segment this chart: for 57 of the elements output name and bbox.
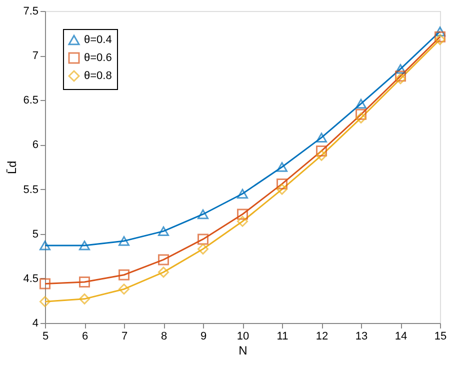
point: [158, 266, 169, 278]
x-axis-title: N: [238, 344, 248, 358]
point: [79, 293, 90, 304]
point: [40, 296, 50, 308]
point: [237, 188, 248, 199]
x-tick-label: 10: [236, 330, 250, 342]
point: [158, 226, 169, 236]
x-tick-label: 14: [394, 330, 408, 342]
y-axis-title: L̄d: [5, 160, 20, 174]
x-tick-label: 9: [200, 330, 207, 342]
point: [276, 184, 288, 195]
point: [356, 98, 366, 109]
point: [434, 34, 446, 46]
y-tick-label: 4: [32, 318, 38, 330]
point: [158, 254, 169, 266]
point: [395, 70, 406, 82]
y-tick-label: 4.5: [23, 272, 38, 285]
y-tick-label: 5.5: [23, 184, 38, 196]
x-tick-label: 6: [82, 330, 88, 342]
x-tick-label: 13: [355, 330, 368, 342]
y-tick-label: 5: [32, 228, 38, 240]
legend-label: θ=0.4: [84, 34, 112, 46]
point: [237, 208, 248, 220]
point: [276, 178, 288, 190]
point: [434, 26, 446, 36]
point: [316, 145, 327, 156]
x-tick-label: 7: [121, 330, 128, 342]
y-tick-label: 6.5: [23, 94, 38, 107]
legend-label: θ=0.8: [84, 70, 112, 82]
point: [198, 234, 208, 245]
point: [356, 112, 366, 124]
x-tick-label: 12: [316, 330, 328, 342]
point: [79, 240, 90, 250]
point: [79, 276, 90, 288]
point: [356, 108, 366, 120]
point: [316, 150, 327, 161]
point: [276, 162, 288, 172]
point: [316, 132, 327, 142]
x-tick-label: 11: [276, 330, 288, 342]
point: [395, 64, 406, 74]
point: [118, 236, 130, 246]
x-tick-label: 8: [160, 330, 168, 342]
point: [198, 244, 208, 255]
point: [237, 216, 248, 227]
x-tick-label: 5: [42, 330, 49, 342]
y-tick-label: 6: [32, 139, 38, 152]
point: [118, 269, 130, 280]
y-tick-label: 7.5: [23, 6, 38, 18]
x-tick-label: 15: [434, 330, 447, 342]
point: [118, 284, 130, 295]
y-tick-label: 7: [32, 50, 38, 62]
legend-label: θ=0.6: [84, 52, 112, 64]
point: [40, 240, 50, 250]
point: [395, 73, 406, 84]
point: [40, 278, 50, 290]
point: [434, 31, 446, 42]
point: [198, 209, 208, 220]
